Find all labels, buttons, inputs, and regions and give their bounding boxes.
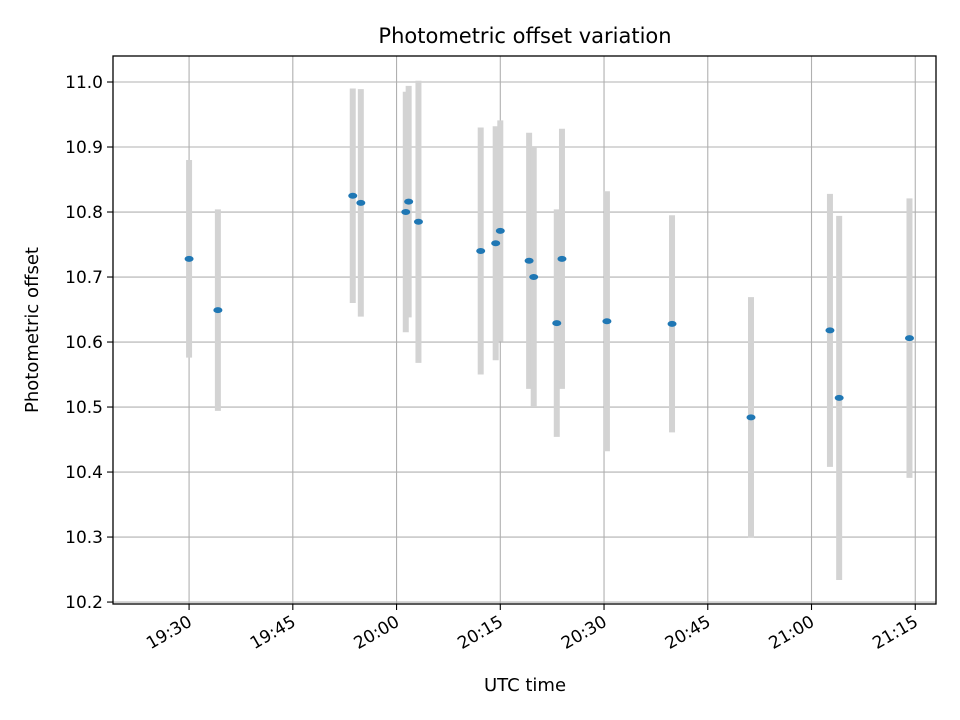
y-tick-label: 10.6 <box>65 333 103 353</box>
y-tick-label: 10.5 <box>65 398 103 418</box>
y-axis-label: Photometric offset <box>22 247 43 413</box>
chart-title: Photometric offset variation <box>378 24 671 48</box>
data-point <box>825 327 835 334</box>
y-axis: 10.2 10.3 10.4 10.5 10.6 10.7 10.8 10.9 11.0 <box>65 73 113 613</box>
data-point <box>529 274 539 281</box>
data-point <box>667 320 677 327</box>
data-point <box>746 414 756 421</box>
data-point <box>184 255 194 262</box>
data-point <box>495 227 505 234</box>
data-point <box>401 209 411 216</box>
data-point <box>491 240 501 247</box>
data-point <box>404 198 414 205</box>
plot-frame <box>112 55 937 605</box>
y-tick-label: 10.8 <box>65 203 103 223</box>
data-point <box>413 218 423 225</box>
data-point <box>213 307 223 314</box>
data-point <box>904 335 914 342</box>
data-point <box>356 199 366 206</box>
y-tick-label: 10.3 <box>65 528 103 548</box>
x-axis-label: UTC time <box>484 675 566 696</box>
data-point <box>557 255 567 262</box>
y-tick-label: 11.0 <box>65 73 103 93</box>
y-tick-label: 10.9 <box>65 138 103 158</box>
data-points <box>184 192 914 421</box>
y-tick-label: 10.7 <box>65 268 103 288</box>
data-point <box>476 248 486 255</box>
y-tick-label: 10.4 <box>65 463 103 483</box>
grid <box>113 56 936 604</box>
data-point <box>552 320 562 327</box>
data-point <box>524 257 534 264</box>
data-point <box>348 192 358 199</box>
data-point <box>602 318 612 325</box>
data-point <box>834 394 844 401</box>
y-tick-label: 10.2 <box>65 593 103 613</box>
